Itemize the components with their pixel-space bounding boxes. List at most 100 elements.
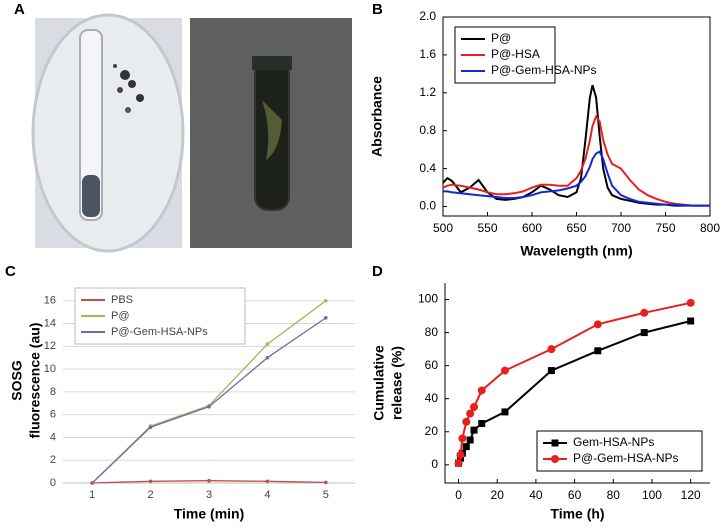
marker xyxy=(640,329,648,337)
y-tick-label: 0 xyxy=(431,457,438,471)
x-tick-label: 600 xyxy=(522,221,542,235)
y-tick-label: 14 xyxy=(44,317,56,329)
y-axis-label: Cumulative xyxy=(371,345,387,421)
y-tick-label: 2 xyxy=(50,454,56,466)
marker xyxy=(148,479,153,484)
legend-label: P@ xyxy=(111,310,130,322)
marker xyxy=(547,367,555,375)
x-tick-label: 40 xyxy=(529,488,543,502)
marker xyxy=(470,426,478,434)
marker xyxy=(687,317,695,325)
x-tick-label: 750 xyxy=(655,221,675,235)
x-tick-label: 5 xyxy=(323,489,329,501)
series-line xyxy=(442,84,710,207)
x-axis-label: Time (h) xyxy=(550,506,604,522)
y-tick-label: 1.2 xyxy=(419,85,436,99)
legend-label: PBS xyxy=(111,294,133,306)
marker xyxy=(90,481,94,485)
marker xyxy=(265,355,270,360)
marker xyxy=(462,443,470,451)
legend-label: P@-HSA xyxy=(491,47,540,61)
y-axis-label: SOSG xyxy=(9,360,25,401)
y-tick-label: 4 xyxy=(50,431,56,443)
marker xyxy=(207,478,211,483)
legend-label: P@-Gem-HSA-NPs xyxy=(573,451,679,465)
panel-label: A xyxy=(14,1,25,18)
x-tick-label: 800 xyxy=(700,221,720,235)
y-axis-label: fluorescence (au) xyxy=(27,323,43,439)
marker xyxy=(547,345,556,354)
marker xyxy=(454,459,463,468)
y-tick-label: 20 xyxy=(425,424,439,438)
y-tick-label: 16 xyxy=(44,295,56,307)
photo-left xyxy=(31,13,185,253)
y-tick-label: 1.6 xyxy=(419,47,436,61)
x-tick-label: 700 xyxy=(611,221,631,235)
marker xyxy=(593,320,602,329)
legend-label: P@-Gem-HSA-NPs xyxy=(491,63,597,77)
y-tick-label: 2.0 xyxy=(419,9,436,23)
y-tick-label: 100 xyxy=(418,292,438,306)
marker xyxy=(207,404,211,409)
y-tick-label: 10 xyxy=(44,363,56,375)
panel-label: B xyxy=(372,1,383,18)
x-tick-label: 100 xyxy=(642,488,662,502)
x-tick-label: 120 xyxy=(681,488,701,502)
x-tick-label: 0 xyxy=(455,488,462,502)
x-tick-label: 550 xyxy=(477,221,497,235)
y-tick-label: 0 xyxy=(50,477,56,489)
legend-label: Gem-HSA-NPs xyxy=(573,435,654,449)
y-tick-label: 8 xyxy=(50,386,56,398)
x-tick-label: 60 xyxy=(568,488,582,502)
marker xyxy=(324,298,328,303)
legend-box xyxy=(536,430,703,472)
marker xyxy=(458,434,467,443)
y-tick-label: 0.0 xyxy=(419,199,436,213)
marker xyxy=(466,409,475,418)
y-tick-label: 60 xyxy=(425,358,439,372)
marker xyxy=(500,366,509,375)
y-axis-label: Absorbance xyxy=(369,76,385,157)
marker xyxy=(462,417,471,426)
marker xyxy=(324,480,328,485)
plot-frame xyxy=(442,16,711,217)
x-tick-label: 4 xyxy=(264,489,270,501)
y-tick-label: 6 xyxy=(50,409,56,421)
marker xyxy=(478,419,486,427)
legend-label: P@ xyxy=(491,31,511,45)
marker xyxy=(148,425,153,429)
legend-label: P@-Gem-HSA-NPs xyxy=(111,326,208,338)
panel-label: D xyxy=(372,263,383,280)
marker xyxy=(640,308,649,317)
photo-right xyxy=(190,18,352,248)
x-tick-label: 2 xyxy=(148,489,154,501)
marker xyxy=(466,436,474,444)
marker xyxy=(501,408,509,416)
panel-label: C xyxy=(5,263,16,280)
x-tick-label: 80 xyxy=(607,488,621,502)
marker xyxy=(477,386,486,395)
x-tick-label: 1 xyxy=(89,489,95,501)
y-tick-label: 12 xyxy=(44,340,56,352)
series-line xyxy=(443,150,710,207)
x-tick-label: 650 xyxy=(566,221,586,235)
y-tick-label: 80 xyxy=(425,325,439,339)
x-tick-label: 20 xyxy=(491,488,505,502)
x-tick-label: 500 xyxy=(433,221,453,235)
marker xyxy=(265,479,270,484)
marker xyxy=(686,298,695,307)
y-tick-label: 0.4 xyxy=(419,161,436,175)
series-line xyxy=(442,114,710,207)
marker xyxy=(456,450,465,459)
marker xyxy=(470,402,479,411)
axes xyxy=(444,283,710,484)
y-axis-label: release (%) xyxy=(389,346,405,420)
marker xyxy=(324,316,328,320)
x-axis-label: Time (min) xyxy=(174,506,245,522)
marker xyxy=(265,342,270,346)
legend-marker xyxy=(551,455,559,463)
y-tick-label: 0.8 xyxy=(419,123,436,137)
y-tick-label: 40 xyxy=(425,391,439,405)
